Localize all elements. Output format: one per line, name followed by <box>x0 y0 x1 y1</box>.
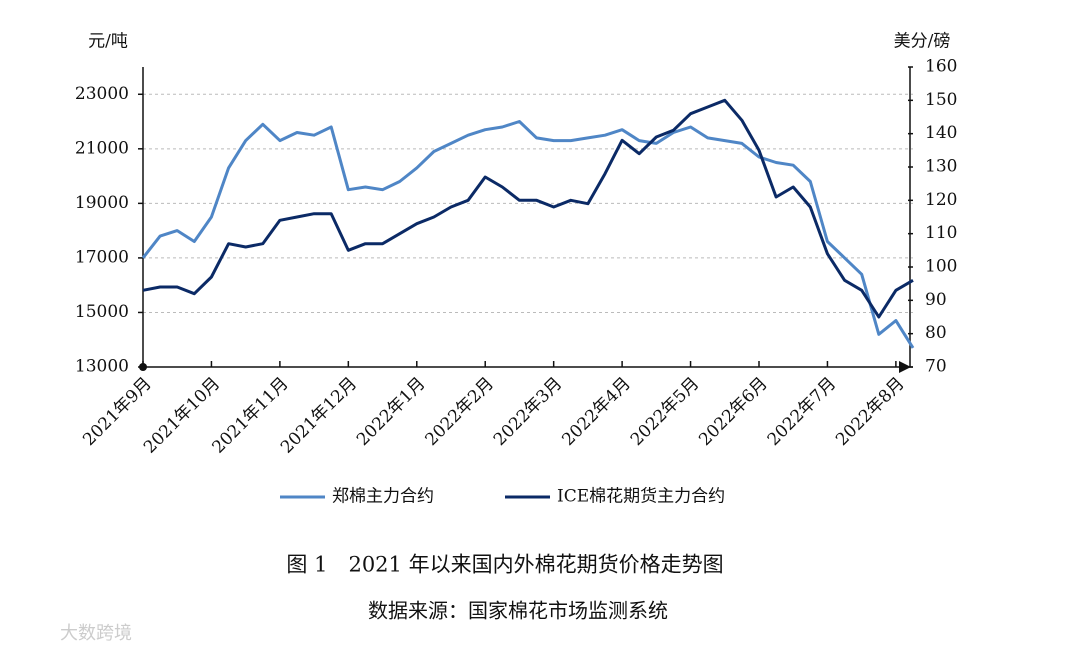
y2-tick-label: 110 <box>925 223 957 243</box>
y-tick-label: 19000 <box>75 193 129 213</box>
y-tick-label: 17000 <box>75 247 129 267</box>
axis-origin <box>139 363 147 371</box>
x-tick-label: 2022年6月 <box>695 374 771 450</box>
y2-tick-label: 140 <box>925 123 957 143</box>
axis-arrow <box>899 361 911 373</box>
y2-tick-label: 160 <box>925 57 957 77</box>
x-tick-label: 2022年3月 <box>490 374 566 450</box>
series-line <box>142 98 914 319</box>
x-tick-label: 2022年5月 <box>627 374 703 450</box>
x-tick-label: 2022年8月 <box>832 374 908 450</box>
x-tick-label: 2022年4月 <box>558 374 634 450</box>
y-tick-label: 13000 <box>75 357 129 377</box>
y-tick-label: 15000 <box>75 302 129 322</box>
y2-tick-label: 100 <box>925 257 957 277</box>
y2-tick-label: 90 <box>925 290 947 310</box>
legend-label: ICE棉花期货主力合约 <box>557 487 725 507</box>
x-tick-label: 2022年2月 <box>422 374 498 450</box>
y2-tick-label: 80 <box>925 323 947 343</box>
y2-axis-label: 美分/磅 <box>894 32 951 52</box>
series-line <box>141 120 915 349</box>
caption: 图 1 2021 年以来国内外棉花期货价格走势图 <box>286 553 723 577</box>
source: 数据来源：国家棉花市场监测系统 <box>368 599 668 623</box>
legend-label: 郑棉主力合约 <box>332 487 434 507</box>
y2-tick-label: 150 <box>925 90 957 110</box>
y2-tick-label: 130 <box>925 157 957 177</box>
y-axis-label: 元/吨 <box>88 32 128 52</box>
x-tick-label: 2022年7月 <box>764 374 840 450</box>
y2-tick-label: 120 <box>925 190 957 210</box>
y-tick-label: 21000 <box>75 138 129 158</box>
y2-tick-label: 70 <box>925 357 947 377</box>
x-tick-label: 2022年1月 <box>353 374 429 450</box>
watermark: 大数跨境 <box>60 623 132 644</box>
y-tick-label: 23000 <box>75 84 129 104</box>
